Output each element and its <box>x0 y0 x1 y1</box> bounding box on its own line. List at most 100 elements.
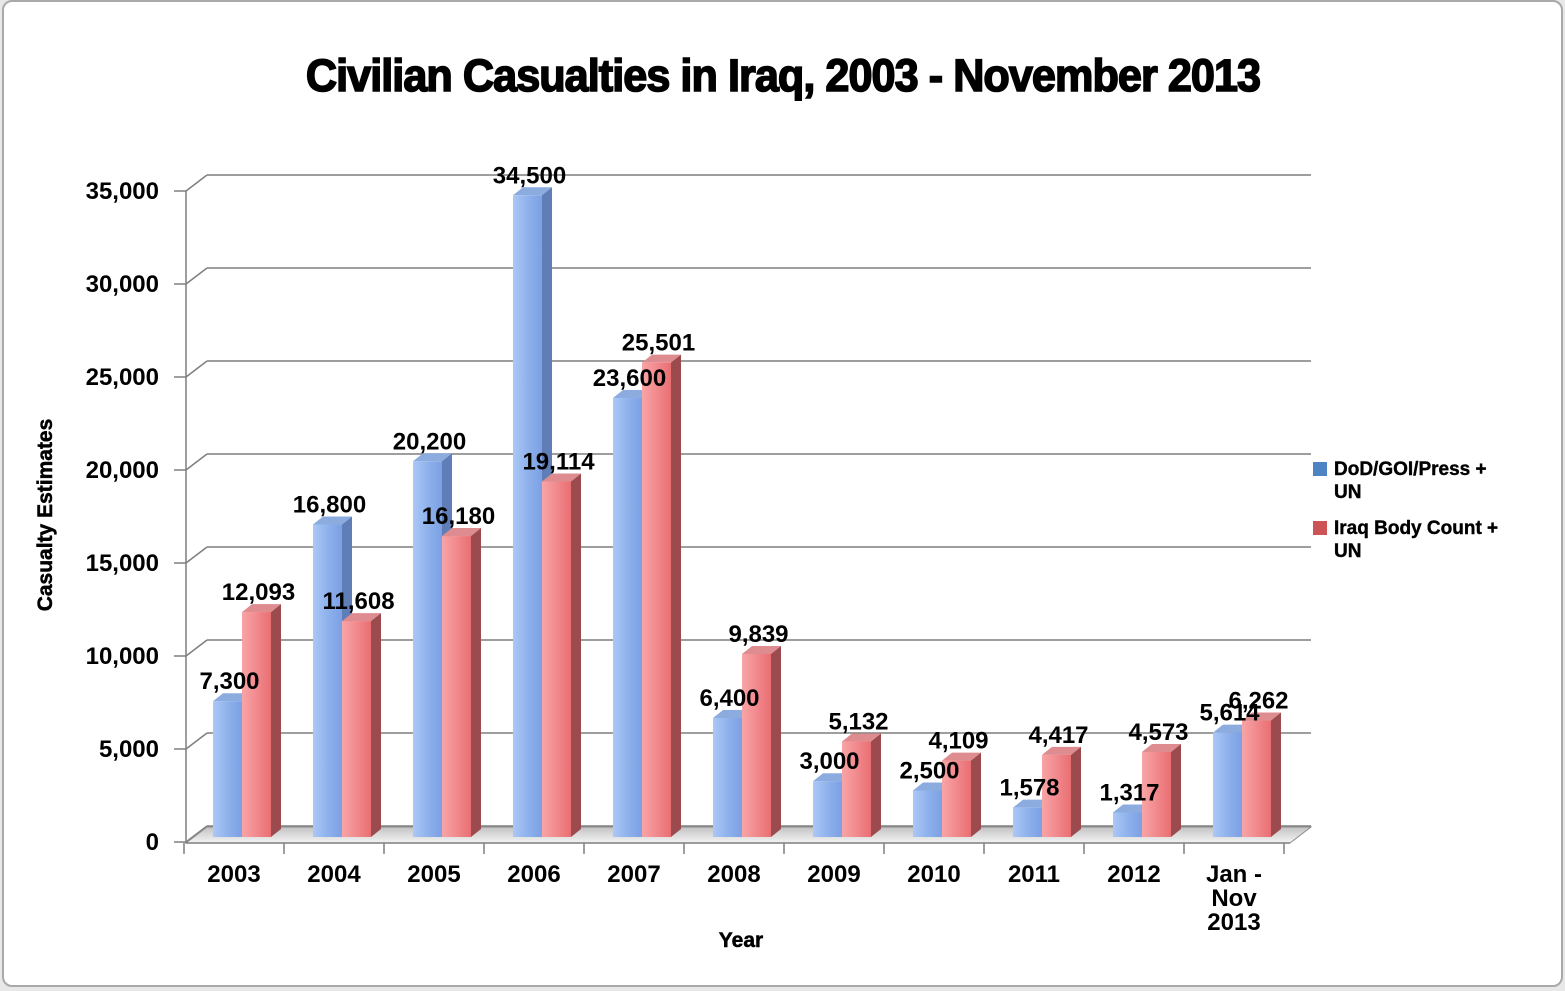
bar-side-face <box>371 613 381 837</box>
bar-side-face <box>271 604 281 837</box>
bar-data-label: 20,200 <box>393 428 466 455</box>
bar-data-label: 25,501 <box>622 330 695 357</box>
gridline-depth-connector <box>185 267 208 285</box>
x-tick-label: 2010 <box>907 861 960 888</box>
bar-top-face <box>942 752 981 761</box>
bar-side-face <box>571 473 581 837</box>
axes <box>183 191 1290 854</box>
y-tick-label: 25,000 <box>86 364 159 391</box>
bar-side-face <box>471 528 481 837</box>
bar-front-face <box>742 653 771 837</box>
x-tick-label: 2009 <box>807 861 860 888</box>
bar-red-Jan-Nov2013 <box>1242 712 1281 837</box>
bar-top-face <box>513 187 552 196</box>
bar-front-face <box>1142 751 1171 837</box>
x-tick-label-line: 2004 <box>307 861 361 888</box>
bar-front-face <box>1013 807 1042 837</box>
x-tick-label: 2011 <box>1008 861 1060 888</box>
gridline-depth-connector <box>185 732 208 750</box>
bar-top-face <box>442 528 481 537</box>
bar-side-face <box>1171 743 1181 837</box>
legend: DoD/GOI/Press + UN Iraq Body Count + UN <box>1313 458 1561 576</box>
y-tick-label: 20,000 <box>86 457 159 484</box>
x-tick-label-line: 2008 <box>707 861 760 888</box>
bar-data-label: 16,180 <box>422 503 495 530</box>
bar-side-face <box>971 752 981 837</box>
bar-side-face <box>1071 746 1081 837</box>
legend-label-dod-line1: DoD/GOI/Press + <box>1334 459 1487 480</box>
bar-front-face <box>442 536 471 837</box>
gridline-depth-connector <box>185 360 208 378</box>
x-tick-label: 2007 <box>607 861 660 888</box>
legend-label-ibc-line2: UN <box>1334 541 1362 562</box>
x-tick-label-line: 2009 <box>807 861 860 888</box>
bar-red-2004 <box>342 613 381 837</box>
legend-label-dod-line2: UN <box>1334 482 1362 503</box>
bar-data-label: 1,317 <box>1099 780 1159 807</box>
bar-top-face <box>1042 746 1081 755</box>
bar-top-face <box>342 613 381 622</box>
legend-label-dod: DoD/GOI/Press + UN <box>1334 458 1487 504</box>
x-tick-label-line: 2013 <box>1207 909 1260 936</box>
bar-top-face <box>413 453 452 462</box>
x-tick-label-line: Nov <box>1211 885 1257 912</box>
bar-side-face <box>1271 712 1281 837</box>
bar-data-label: 11,608 <box>322 588 394 615</box>
bar-top-face <box>313 516 352 525</box>
legend-swatch-red-icon <box>1313 521 1327 535</box>
y-tick-label: 15,000 <box>86 550 159 577</box>
bar-data-label: 2,500 <box>899 758 959 785</box>
bar-data-label: 7,300 <box>199 668 259 695</box>
bar-top-face <box>642 354 681 363</box>
x-tick-label: 2008 <box>707 861 760 888</box>
y-tick-label: 5,000 <box>99 736 159 763</box>
bar-front-face <box>813 781 842 837</box>
bar-front-face <box>342 621 371 837</box>
bar-side-face <box>671 354 681 837</box>
bar-front-face <box>213 701 242 837</box>
bar-data-label: 16,800 <box>293 492 366 519</box>
bar-red-2003 <box>242 604 281 837</box>
bar-front-face <box>1113 812 1142 837</box>
bar-front-face <box>642 362 671 837</box>
bar-front-face <box>313 524 342 837</box>
bar-front-face <box>513 195 542 838</box>
bar-front-face <box>1242 720 1271 837</box>
bar-red-2010 <box>942 752 981 837</box>
gridline-depth-connector <box>185 639 208 657</box>
bar-chart-plot-area: 0 5,000 10,000 15,000 20,000 25,000 30,000 35,0… <box>86 162 1313 936</box>
bar-data-label: 23,600 <box>593 365 666 392</box>
bar-data-label: 4,109 <box>928 728 988 755</box>
bar-data-label: 12,093 <box>222 579 295 606</box>
bar-data-label: 4,573 <box>1128 719 1188 746</box>
gridlines <box>174 174 1311 843</box>
bar-front-face <box>942 760 971 837</box>
legend-label-ibc-line1: Iraq Body Count + <box>1334 518 1499 539</box>
bar-red-2011 <box>1042 746 1081 837</box>
bar-side-face <box>871 733 881 837</box>
bar-top-face <box>242 604 281 613</box>
bar-data-label: 5,132 <box>828 709 888 736</box>
bar-front-face <box>913 790 942 837</box>
bar-data-label: 3,000 <box>799 748 859 775</box>
x-tick-label: Jan -Nov 2013 <box>1206 861 1262 936</box>
bar-data-label: 5,614 <box>1199 700 1260 727</box>
x-tick-label-line: 2003 <box>207 861 260 888</box>
gridline-depth-connector <box>185 453 208 471</box>
y-tick-label: 35,000 <box>86 178 159 205</box>
x-tick-label: 2004 <box>307 861 361 888</box>
gridline-depth-connector <box>185 174 208 192</box>
bar-front-face <box>413 461 442 837</box>
bar-front-face <box>1213 732 1242 837</box>
bar-data-label: 4,417 <box>1028 722 1088 749</box>
bar-red-2007 <box>642 354 681 837</box>
bar-front-face <box>842 741 871 837</box>
x-tick-label: 2003 <box>207 861 260 888</box>
bar-front-face <box>713 717 742 837</box>
bar-red-2009 <box>842 733 881 837</box>
gridline-depth-connector <box>185 825 208 843</box>
bar-data-label: 9,839 <box>728 621 788 648</box>
bar-front-face <box>1042 754 1071 837</box>
x-tick-label-line: Jan - <box>1206 861 1262 888</box>
